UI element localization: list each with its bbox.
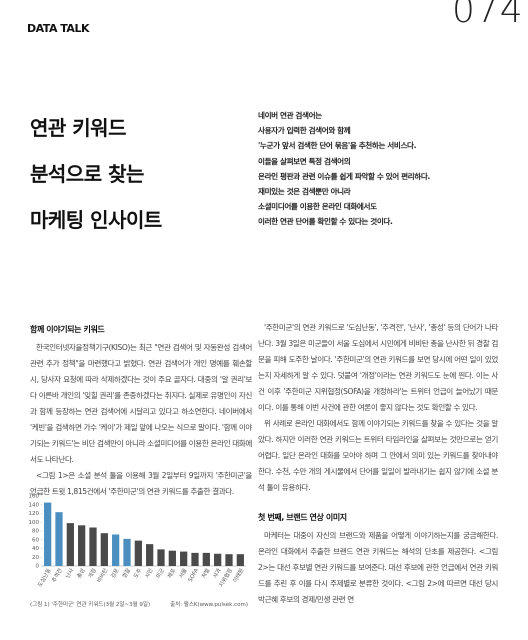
section-label: DATA TALK	[27, 22, 89, 35]
y-tick-label: 100	[29, 520, 40, 526]
title-line: 분석으로 찾는	[30, 162, 144, 186]
bar	[168, 550, 176, 566]
x-tick-label: 시민	[143, 567, 155, 580]
bar	[55, 512, 63, 566]
paragraph: <그림 1>은 소셜 분석 툴을 이용해 3월 2일부터 9일까지 '주한미군'…	[30, 471, 252, 496]
section-heading: 함께 이야기되는 키워드	[30, 325, 105, 334]
intro-line: 온라인 평판과 관련 이슈를 쉽게 파악할 수 있어 편리하다.	[258, 171, 430, 181]
bar	[44, 502, 52, 566]
intro-line: 재미있는 것은 검색뿐만 아니라	[258, 187, 351, 197]
intro-line: '누군가 앞서 검색한 단어 묶음'을 추천하는 서비스다.	[258, 141, 417, 151]
bar	[112, 534, 120, 566]
left-column: 함께 이야기되는 키워드 한국인터넷자율정책기구(KISO)는 최근 "연관 검…	[30, 322, 252, 500]
y-tick-label: 160	[29, 494, 40, 500]
x-tick-label: 체포	[165, 567, 177, 580]
x-tick-label: 미군	[154, 567, 166, 580]
x-tick-label: SOFA	[188, 568, 200, 584]
x-tick-label: 처벌	[199, 567, 211, 580]
x-tick-label: 사과	[211, 567, 223, 580]
bar	[157, 549, 165, 566]
paragraph: 위 사례로 온라인 대화에서도 함께 이야기되는 키워드를 찾을 수 있다는 것…	[258, 419, 498, 492]
caption: (그림 1) '주한미군' 연관 키워드(3월 2일~3월 9일)	[30, 602, 151, 608]
paragraph: '주한미군'의 연관 키워드로 '도심난동', '추격전', '난사', '총성…	[258, 323, 498, 412]
bar	[191, 552, 199, 566]
intro-line: 소셜미디어를 이용한 온라인 대화에서도	[258, 202, 377, 212]
bar	[236, 554, 244, 566]
y-tick-label: 80	[32, 529, 39, 535]
bar	[66, 523, 74, 566]
x-tick-label: 도심난동	[36, 567, 53, 589]
x-tick-label: 추격전	[50, 567, 65, 584]
x-tick-label: 서울	[177, 567, 189, 580]
bar	[78, 525, 86, 566]
bar	[100, 533, 108, 566]
bar	[214, 553, 222, 566]
bar	[134, 540, 142, 566]
x-tick-label: 개정	[86, 567, 98, 580]
title-line: 마케팅 인사이트	[30, 208, 162, 232]
intro-line: 이들을 살펴보면 특정 검색어의	[258, 156, 351, 166]
y-tick-label: 120	[29, 511, 40, 517]
bar	[202, 552, 210, 566]
title-line: 연관 키워드	[30, 116, 126, 140]
intro-line: 사용자가 입력한 검색어와 함께	[258, 126, 351, 136]
bar	[225, 554, 233, 566]
intro-line: 이러한 연관 단어를 확인할 수 있다는 것이다.	[258, 217, 393, 227]
y-tick-label: 0	[36, 564, 40, 570]
source: 출처: 펄스K(www.pulsek.com)	[170, 602, 248, 608]
x-tick-label: 총성	[75, 567, 87, 580]
intro-line: 네이버 연관 검색어는	[258, 111, 322, 120]
caption-row: (그림 1) '주한미군' 연관 키워드(3월 2일~3월 9일) 출처: 펄스…	[30, 600, 248, 608]
y-tick-label: 60	[32, 537, 39, 543]
bar	[89, 527, 97, 566]
x-tick-label: 검문	[110, 567, 121, 579]
x-tick-label: 도주	[132, 567, 143, 579]
y-tick-label: 40	[32, 546, 39, 552]
x-tick-label: 비비탄	[95, 567, 110, 584]
x-tick-label: 이태원	[231, 567, 246, 584]
section-heading: 첫 번째, 브랜드 연상 이미지	[258, 513, 347, 522]
y-tick-label: 140	[29, 502, 40, 508]
y-tick-label: 20	[32, 555, 39, 561]
paragraph: 한국인터넷자율정책기구(KISO)는 최근 "연관 검색어 및 자동완성 검색어…	[30, 343, 252, 464]
right-column: '주한미군'의 연관 키워드로 '도심난동', '추격전', '난사', '총성…	[258, 320, 498, 640]
x-tick-label: 난사	[63, 567, 75, 580]
x-tick-label: 경찰	[120, 567, 132, 580]
page-number: 074	[452, 0, 524, 31]
bar	[180, 551, 188, 566]
paragraph: 마케터는 대중이 자신의 브랜드와 제품을 어떻게 이야기하는지를 궁금해한다.…	[258, 531, 498, 604]
bar	[146, 544, 154, 566]
bar	[123, 538, 131, 566]
